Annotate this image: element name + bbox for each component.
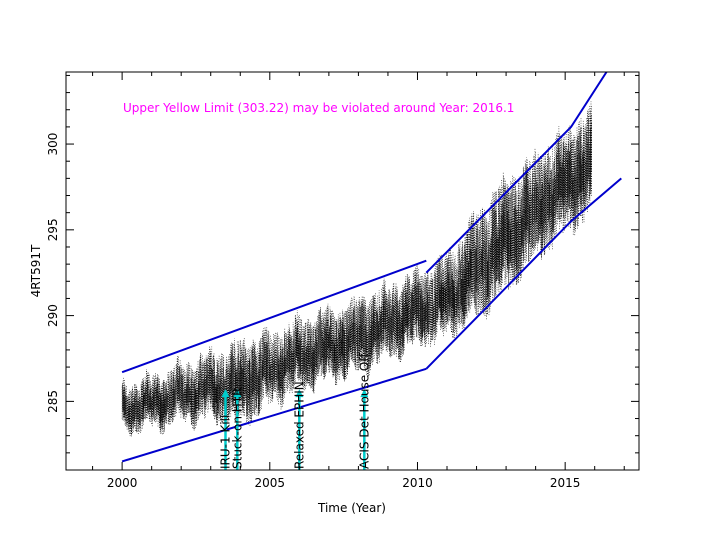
x-axis-title: Time (Year) xyxy=(317,501,386,515)
trend-lines xyxy=(121,71,622,463)
y-axis-title: 4RT591T xyxy=(29,244,43,297)
y-tick-label: 290 xyxy=(46,304,60,327)
event-label: ACIS Det House Off xyxy=(357,353,371,469)
x-tick-label: 2015 xyxy=(550,476,581,490)
trend-line-lower-early xyxy=(121,367,427,463)
y-tick-label: 285 xyxy=(46,390,60,413)
trend-line-upper-early xyxy=(121,259,427,374)
axis-ticks: 2000 2005 2010 2015 285 290 295 300 xyxy=(46,72,639,490)
y-tick-label: 300 xyxy=(46,133,60,156)
x-tick-label: 2010 xyxy=(402,476,433,490)
trend-line-upper-late xyxy=(425,71,608,274)
event-arrowhead xyxy=(221,389,230,398)
event-arrowhead xyxy=(295,389,304,398)
x-tick-label: 2000 xyxy=(107,476,138,490)
event-label: IRU-1 Kill xyxy=(218,415,232,469)
data-scatter xyxy=(121,101,592,437)
event-arrowhead xyxy=(233,389,242,398)
data-points xyxy=(121,101,592,437)
event-label: Stuck-on HTR xyxy=(230,388,244,469)
y-tick-label: 295 xyxy=(46,218,60,241)
x-tick-label: 2005 xyxy=(255,476,286,490)
event-label: Relaxed EPHIN xyxy=(292,381,306,469)
plot-frame xyxy=(65,71,640,471)
event-arrowhead xyxy=(360,389,369,398)
annotation-text: Upper Yellow Limit (303.22) may be viola… xyxy=(123,101,514,115)
trend-line-lower-late xyxy=(425,177,622,370)
